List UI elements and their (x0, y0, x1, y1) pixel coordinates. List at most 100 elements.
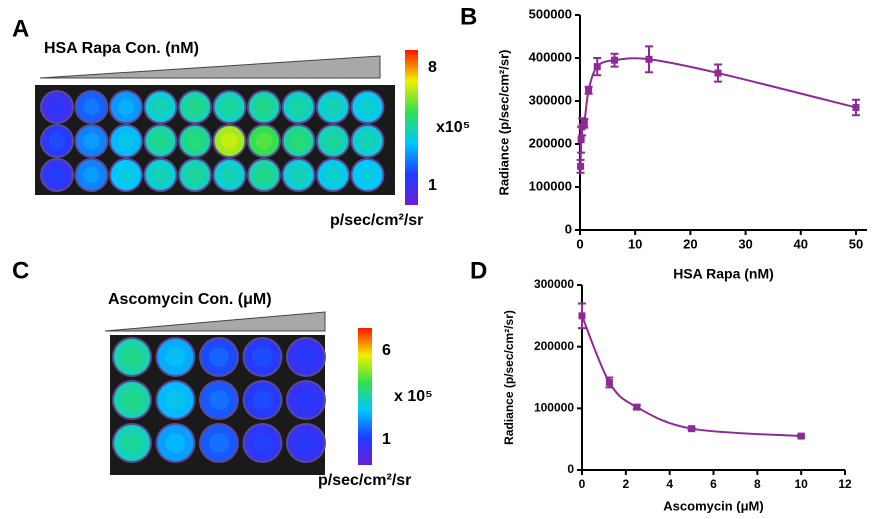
y-tick-label: 100000 (534, 401, 574, 415)
colorbar-scale: x10⁵ (436, 119, 470, 136)
x-tick-label: 30 (738, 236, 752, 251)
well-core (253, 390, 273, 410)
y-tick-label: 500000 (529, 6, 572, 21)
well-core (122, 433, 142, 453)
well-core (256, 133, 273, 150)
data-point (645, 56, 652, 63)
colorbar-unit: p/sec/cm²/sr (330, 212, 423, 229)
well-core (166, 347, 186, 367)
well-core (359, 99, 376, 116)
well-core (221, 133, 238, 150)
x-tick-label: 12 (838, 477, 852, 491)
data-point (581, 120, 588, 127)
x-axis-label: Ascomycin (μM) (663, 498, 763, 513)
colorbar-tick: 1 (382, 431, 391, 448)
x-tick-label: 2 (622, 477, 629, 491)
y-tick-label: 0 (567, 462, 574, 476)
gradient-wedge (40, 56, 380, 78)
y-tick-label: 0 (565, 221, 572, 236)
panel-title: Ascomycin Con. (μM) (108, 291, 272, 308)
data-point (633, 404, 640, 411)
y-axis-label: Radiance (p/sec/cm²/sr) (502, 310, 516, 445)
y-axis-label: Radiance (p/sec/cm²/sr) (496, 50, 511, 196)
data-point (611, 57, 618, 64)
figure: A HSA Rapa Con. (nM) 8 1 x10⁵ p/sec/cm²/… (0, 0, 876, 519)
colorbar (405, 50, 418, 205)
well-core (290, 99, 307, 116)
data-point (577, 163, 584, 170)
gradient-wedge (105, 312, 325, 331)
data-point (594, 63, 601, 70)
fit-line (582, 316, 801, 436)
data-point (688, 425, 695, 432)
panel-label: A (12, 15, 29, 42)
well-core (49, 167, 66, 184)
x-tick-label: 4 (666, 477, 673, 491)
panel-label: D (470, 257, 487, 284)
panel-label: C (12, 257, 29, 284)
well-core (122, 347, 142, 367)
x-tick-label: 10 (628, 236, 642, 251)
well-core (209, 433, 229, 453)
well-core (359, 167, 376, 184)
well-core (187, 167, 204, 184)
data-point (852, 104, 859, 111)
data-point (606, 379, 613, 386)
well-core (152, 167, 169, 184)
well-core (166, 433, 186, 453)
x-tick-label: 8 (754, 477, 761, 491)
colorbar (358, 328, 372, 465)
well-core (221, 99, 238, 116)
colorbar-tick: 6 (382, 342, 391, 359)
well-core (209, 347, 229, 367)
y-tick-label: 200000 (529, 135, 572, 150)
well-core (83, 167, 100, 184)
data-point (578, 136, 585, 143)
well-core (253, 347, 273, 367)
colorbar-tick: 8 (428, 59, 437, 76)
well-core (118, 167, 135, 184)
well-core (290, 133, 307, 150)
panel-label: B (460, 3, 477, 30)
well-core (187, 99, 204, 116)
well-core (49, 133, 66, 150)
well-core (209, 390, 229, 410)
x-tick-label: 0 (579, 477, 586, 491)
x-tick-label: 6 (710, 477, 717, 491)
well-core (122, 390, 142, 410)
well-core (325, 167, 342, 184)
well-core (83, 99, 100, 116)
y-tick-label: 100000 (529, 178, 572, 193)
colorbar-tick: 1 (428, 177, 437, 194)
well-core (296, 390, 316, 410)
well-core (221, 167, 238, 184)
panel-title: HSA Rapa Con. (nM) (44, 40, 199, 57)
x-tick-label: 20 (683, 236, 697, 251)
well-core (118, 133, 135, 150)
well-core (290, 167, 307, 184)
well-core (256, 99, 273, 116)
well-core (152, 99, 169, 116)
data-point (585, 87, 592, 94)
y-tick-label: 200000 (534, 339, 574, 353)
y-tick-label: 300000 (534, 277, 574, 291)
colorbar-scale: x 10⁵ (394, 388, 433, 405)
well-core (152, 133, 169, 150)
y-tick-label: 400000 (529, 49, 572, 64)
well-core (49, 99, 66, 116)
well-core (325, 133, 342, 150)
well-core (359, 133, 376, 150)
x-tick-label: 0 (576, 236, 583, 251)
wells (112, 337, 326, 463)
y-tick-label: 300000 (529, 92, 572, 107)
x-tick-label: 50 (849, 236, 863, 251)
well-core (187, 133, 204, 150)
x-tick-label: 10 (794, 477, 808, 491)
data-point (579, 312, 586, 319)
well-core (166, 390, 186, 410)
data-point (714, 70, 721, 77)
well-core (296, 433, 316, 453)
well-core (118, 99, 135, 116)
x-axis-label: HSA Rapa (nM) (673, 266, 774, 282)
